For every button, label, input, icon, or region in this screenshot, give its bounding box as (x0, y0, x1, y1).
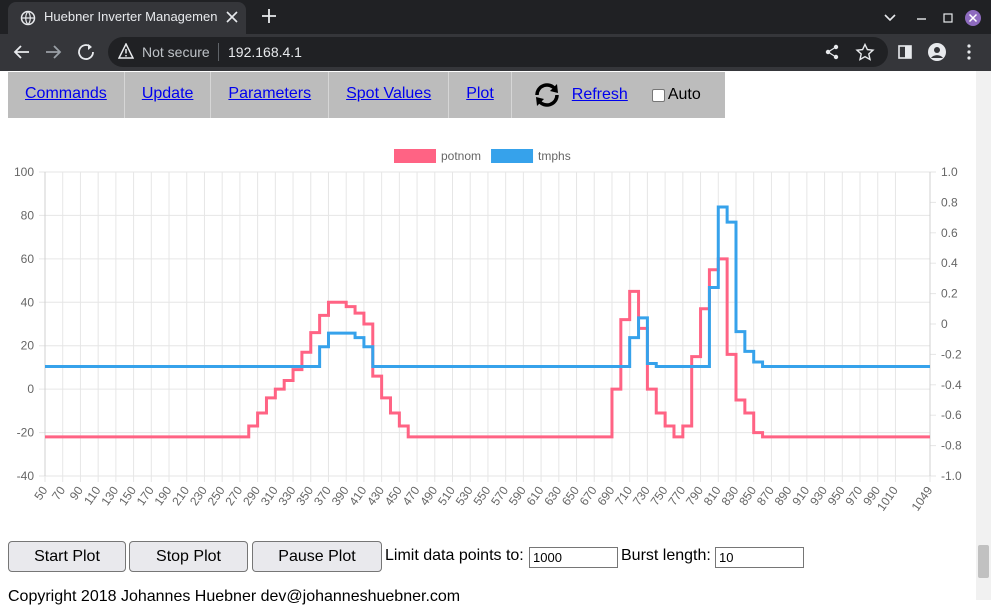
legend-label: potnom (441, 149, 481, 163)
scrollbar-thumb[interactable] (978, 545, 989, 578)
refresh-group: Refresh Auto (512, 81, 701, 109)
x-tick-label: 1049 (909, 483, 936, 513)
x-tick-label: 110 (81, 483, 104, 507)
browser-tab[interactable] (8, 2, 246, 34)
tab-favicon (20, 10, 36, 26)
url: 192.168.4.1 (228, 44, 302, 60)
y2-tick-label: -0.4 (941, 378, 962, 392)
y-tick-label: -40 (17, 469, 35, 483)
y2-tick-label: 0.8 (941, 195, 958, 209)
nav-link[interactable]: Spot Values (329, 72, 450, 118)
y-tick-label: 20 (21, 339, 35, 353)
y-tick-label: 80 (21, 208, 35, 222)
button[interactable]: Start Plot (8, 541, 126, 572)
x-tick-label: 1010 (874, 483, 901, 513)
address-bar[interactable] (108, 37, 888, 67)
x-tick-label: 50 (31, 483, 50, 502)
y-tick-label: 0 (27, 382, 34, 396)
button[interactable]: Pause Plot (252, 541, 382, 572)
y2-tick-label: -1.0 (941, 469, 962, 483)
refresh-icon[interactable] (532, 81, 562, 109)
burst-label: Burst length: (621, 547, 711, 564)
x-tick-label: 70 (49, 483, 68, 502)
checkbox[interactable] (651, 88, 665, 102)
security-icon[interactable] (118, 43, 134, 61)
tab-title: Huebner Inverter Managemen (44, 9, 218, 24)
y2-tick-label: -0.2 (941, 347, 962, 361)
new-tab[interactable] (262, 9, 276, 23)
legend-swatch (394, 149, 436, 163)
nav-link[interactable]: Update (125, 72, 212, 118)
y2-tick-label: 0.4 (941, 256, 958, 270)
limit-input[interactable]: 1000 (529, 547, 618, 568)
window-controls[interactable] (882, 10, 987, 26)
chart: -40 -20 0 20 40 60 80 100 -1.0 -0.8 -0.6 -0.4 -0.2 0 0… (14, 149, 962, 514)
nav-link[interactable]: Refresh (571, 86, 628, 103)
y2-tick-label: -0.6 (941, 408, 962, 422)
auto-toggle[interactable]: Auto (651, 86, 701, 104)
checkbox-label: Auto (667, 86, 701, 103)
limit-label: Limit data points to: (385, 547, 524, 564)
y2-tick-label: 1.0 (941, 165, 958, 179)
button[interactable]: Stop Plot (129, 541, 248, 572)
footer: Copyright 2018 Johannes Huebner dev@joha… (8, 588, 461, 605)
legend-swatch (491, 149, 534, 163)
toolbar-icons[interactable] (824, 43, 979, 61)
y2-tick-label: 0.6 (941, 226, 958, 240)
y2-tick-label: 0.2 (941, 287, 958, 301)
nav-link[interactable]: Parameters (211, 72, 330, 118)
nav-bar: Commands Update Parameters Spot Values P… (8, 72, 725, 118)
burst-input[interactable]: 10 (715, 547, 804, 568)
y-tick-label: -20 (17, 426, 35, 440)
security-label: Not secure (142, 44, 210, 60)
y2-tick-label: -0.8 (941, 439, 962, 453)
scrollbar[interactable] (976, 71, 991, 600)
y-tick-label: 100 (14, 165, 34, 179)
y-tick-label: 40 (21, 295, 35, 309)
data-line (45, 205, 930, 369)
nav-link[interactable]: Plot (449, 72, 512, 118)
y-tick-label: 60 (21, 252, 35, 266)
nav-link[interactable]: Commands (8, 72, 125, 118)
separator (218, 43, 219, 61)
nav-buttons[interactable] (12, 43, 96, 61)
tab-close[interactable] (226, 11, 238, 23)
y2-tick-label: 0 (941, 317, 948, 331)
legend-label: tmphs (538, 149, 571, 163)
